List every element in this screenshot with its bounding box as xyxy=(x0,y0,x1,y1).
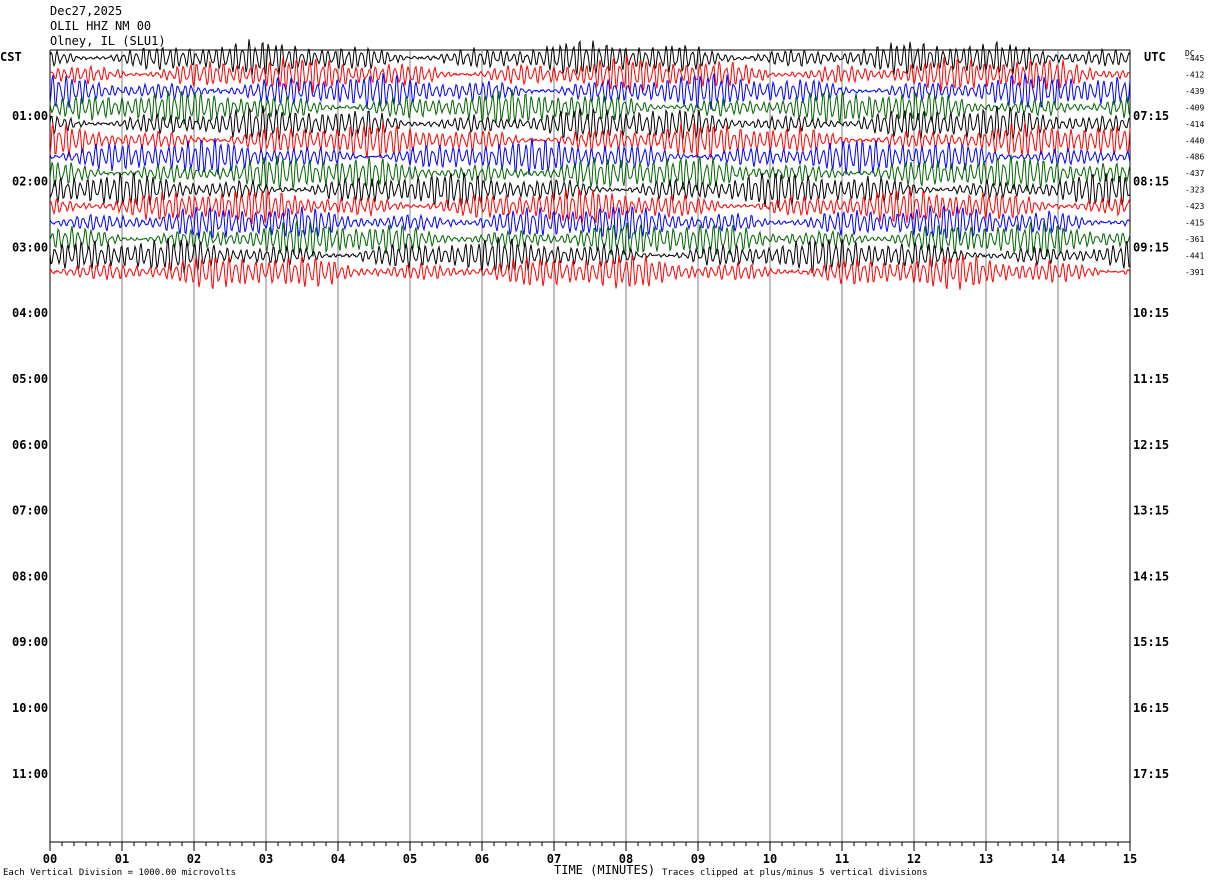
trace-dc-offset: -412 xyxy=(1185,70,1204,79)
x-axis-title: TIME (MINUTES) xyxy=(554,863,656,877)
x-tick-label: 03 xyxy=(259,852,273,866)
utc-hour-label: 16:15 xyxy=(1133,701,1169,715)
x-tick-label: 14 xyxy=(1051,852,1065,866)
x-tick-label: 00 xyxy=(43,852,57,866)
footer-scale-note: Each Vertical Division = 1000.00 microvo… xyxy=(3,868,236,878)
x-tick-label: 02 xyxy=(187,852,201,866)
cst-hour-label: 09:00 xyxy=(12,635,48,649)
header-station: OLIL HHZ NM 00 xyxy=(50,19,152,33)
trace-dc-offset: -437 xyxy=(1185,169,1204,178)
utc-hour-label: 09:15 xyxy=(1133,240,1169,254)
utc-hour-label: 15:15 xyxy=(1133,635,1169,649)
seismic-trace xyxy=(49,154,1131,192)
seismic-trace xyxy=(49,172,1131,209)
seismic-trace xyxy=(49,121,1131,159)
utc-zone-label: UTC xyxy=(1144,50,1166,64)
seismic-trace xyxy=(49,73,1131,110)
header-location: Olney, IL (SLU1) xyxy=(50,34,166,48)
trace-dc-offset: -323 xyxy=(1185,186,1204,195)
utc-hour-label: 17:15 xyxy=(1133,767,1169,781)
seismic-trace xyxy=(49,55,1131,94)
x-tick-label: 11 xyxy=(835,852,849,866)
cst-hour-label: 06:00 xyxy=(12,438,48,452)
header-date: Dec27,2025 xyxy=(50,4,123,18)
trace-dc-offset: -441 xyxy=(1185,251,1204,260)
x-tick-label: 05 xyxy=(403,852,417,866)
seismic-trace xyxy=(49,205,1131,241)
utc-hour-label: 14:15 xyxy=(1133,569,1169,583)
cst-hour-label: 02:00 xyxy=(12,175,48,189)
cst-hour-label: 03:00 xyxy=(12,240,48,254)
utc-hour-label: 12:15 xyxy=(1133,438,1169,452)
cst-hour-label: 05:00 xyxy=(12,372,48,386)
utc-hour-label: 07:15 xyxy=(1133,109,1169,123)
seismic-trace xyxy=(49,187,1131,225)
trace-dc-offset: -409 xyxy=(1185,103,1204,112)
footer-clip-note: Traces clipped at plus/minus 5 vertical … xyxy=(662,868,928,878)
utc-hour-label: 10:15 xyxy=(1133,306,1169,320)
seismic-trace xyxy=(49,39,1131,76)
trace-dc-offset: -486 xyxy=(1185,153,1204,162)
x-tick-label: 08 xyxy=(619,852,633,866)
cst-hour-label: 04:00 xyxy=(12,306,48,320)
x-tick-label: 01 xyxy=(115,852,129,866)
x-tick-label: 15 xyxy=(1123,852,1137,866)
trace-dc-offset: -440 xyxy=(1185,136,1204,145)
cst-hour-label: 11:00 xyxy=(12,767,48,781)
x-tick-label: 13 xyxy=(979,852,993,866)
cst-hour-label: 01:00 xyxy=(12,109,48,123)
x-tick-label: 09 xyxy=(691,852,705,866)
trace-dc-offset: -415 xyxy=(1185,219,1204,228)
x-tick-label: 07 xyxy=(547,852,561,866)
utc-hour-label: 13:15 xyxy=(1133,504,1169,518)
trace-dc-offset: -439 xyxy=(1185,87,1204,96)
trace-dc-offset: -391 xyxy=(1185,268,1204,277)
trace-dc-offset: -423 xyxy=(1185,202,1204,211)
cst-hour-label: 07:00 xyxy=(12,504,48,518)
cst-hour-label: 10:00 xyxy=(12,701,48,715)
seismic-trace xyxy=(49,220,1131,257)
x-tick-label: 10 xyxy=(763,852,777,866)
cst-hour-label: 08:00 xyxy=(12,569,48,583)
x-tick-label: 06 xyxy=(475,852,489,866)
trace-dc-offset: -445 xyxy=(1185,54,1204,63)
x-tick-label: 04 xyxy=(331,852,345,866)
trace-dc-offset: -361 xyxy=(1185,235,1204,244)
utc-hour-label: 11:15 xyxy=(1133,372,1169,386)
x-tick-label: 12 xyxy=(907,852,921,866)
seismic-trace xyxy=(49,137,1131,175)
dc-label: DC xyxy=(1185,49,1195,58)
seismic-trace xyxy=(49,254,1131,290)
utc-hour-label: 08:15 xyxy=(1133,175,1169,189)
cst-zone-label: CST xyxy=(0,50,22,64)
trace-dc-offset: -414 xyxy=(1185,120,1204,129)
